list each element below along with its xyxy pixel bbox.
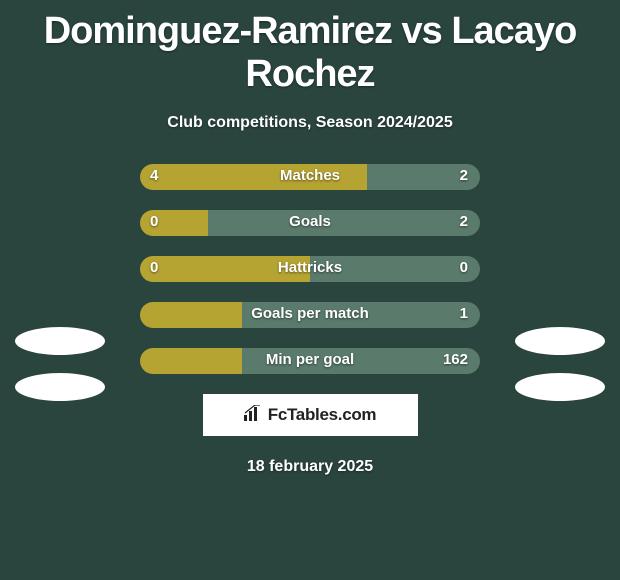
bar-right	[242, 302, 480, 328]
bar-track: Min per goal	[140, 348, 480, 374]
bar-track: Goals	[140, 210, 480, 236]
chart-icon	[244, 405, 262, 426]
player-avatar	[15, 327, 105, 355]
bar-left	[140, 348, 242, 374]
value-right: 2	[460, 213, 468, 230]
player-avatar	[515, 327, 605, 355]
stat-row: Goals per match1	[0, 302, 620, 328]
value-right: 1	[460, 305, 468, 322]
bar-left	[140, 302, 242, 328]
bar-left	[140, 256, 310, 282]
player-avatar	[15, 373, 105, 401]
player-avatar	[515, 373, 605, 401]
bar-track: Matches	[140, 164, 480, 190]
value-left: 0	[150, 213, 158, 230]
page-title: Dominguez-Ramirez vs Lacayo Rochez	[0, 0, 620, 96]
value-right: 2	[460, 167, 468, 184]
subtitle: Club competitions, Season 2024/2025	[0, 114, 620, 132]
bar-left	[140, 164, 367, 190]
date-text: 18 february 2025	[0, 458, 620, 476]
stat-row: Min per goal162	[0, 348, 620, 374]
stat-row: Matches4 2	[0, 164, 620, 190]
bar-track: Hattricks	[140, 256, 480, 282]
brand-badge: FcTables.com	[203, 394, 418, 436]
bar-right	[310, 256, 480, 282]
value-left: 0	[150, 259, 158, 276]
value-right: 162	[443, 351, 468, 368]
value-left: 4	[150, 167, 158, 184]
bar-track: Goals per match	[140, 302, 480, 328]
stat-row: Goals0 2	[0, 210, 620, 236]
bar-right	[208, 210, 480, 236]
brand-text: FcTables.com	[268, 405, 377, 425]
stat-row: Hattricks0 0	[0, 256, 620, 282]
value-right: 0	[460, 259, 468, 276]
